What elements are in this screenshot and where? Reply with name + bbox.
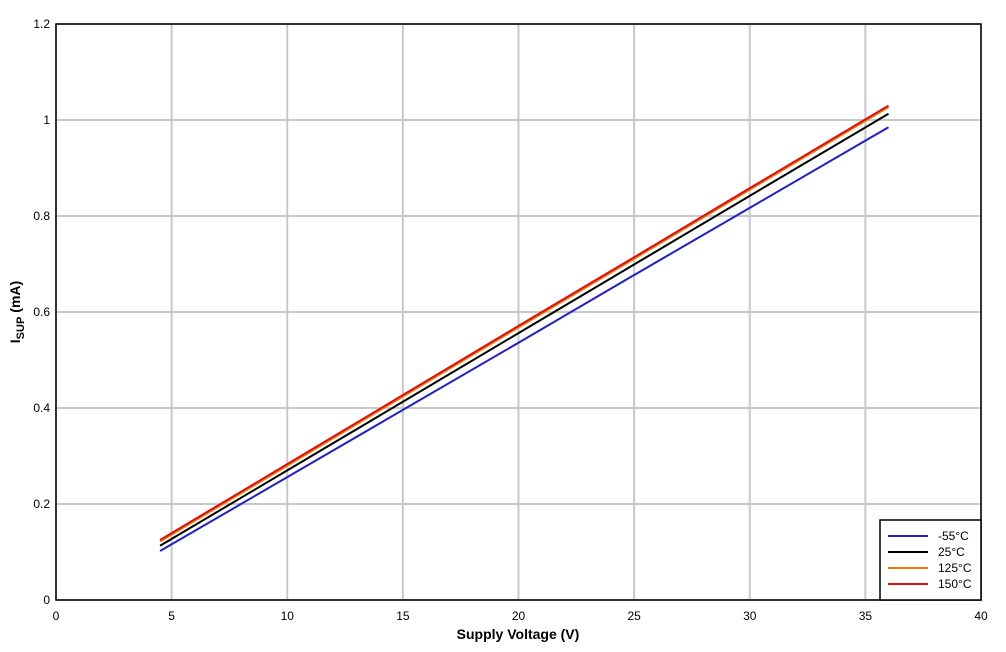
legend-box xyxy=(879,519,982,601)
plot-frame xyxy=(55,23,982,601)
series-line xyxy=(159,106,890,543)
y-tick-label: 0.2 xyxy=(33,497,50,511)
y-tick-label: 0 xyxy=(43,593,50,607)
legend-label: 125°C xyxy=(938,561,972,575)
y-tick-label: 1 xyxy=(43,113,50,127)
series-line xyxy=(159,126,890,552)
series-line xyxy=(159,104,890,541)
x-tick-label: 25 xyxy=(627,609,641,623)
x-tick-label: 0 xyxy=(53,609,60,623)
y-axis-label: ISUP (mA) xyxy=(7,281,27,343)
legend-label: 25°C xyxy=(938,545,965,559)
y-label-main: I xyxy=(7,339,23,343)
series-line xyxy=(159,112,890,547)
legend-label: 150°C xyxy=(938,577,972,591)
y-tick-label: 0.8 xyxy=(33,209,50,223)
x-tick-label: 15 xyxy=(396,609,410,623)
y-tick-label: 0.4 xyxy=(33,401,50,415)
y-tick-label: 0.6 xyxy=(33,305,50,319)
legend-label: -55°C xyxy=(938,529,969,543)
y-tick-label: 1.2 xyxy=(33,17,50,31)
x-tick-label: 20 xyxy=(512,609,526,623)
x-tick-label: 10 xyxy=(281,609,295,623)
y-label-unit: (mA) xyxy=(7,281,23,313)
y-label-sub: SUP xyxy=(15,317,27,340)
x-tick-label: 40 xyxy=(974,609,988,623)
x-axis-label: Supply Voltage (V) xyxy=(457,626,580,642)
x-tick-label: 5 xyxy=(168,609,175,623)
x-tick-label: 35 xyxy=(859,609,873,623)
x-tick-label: 30 xyxy=(743,609,757,623)
